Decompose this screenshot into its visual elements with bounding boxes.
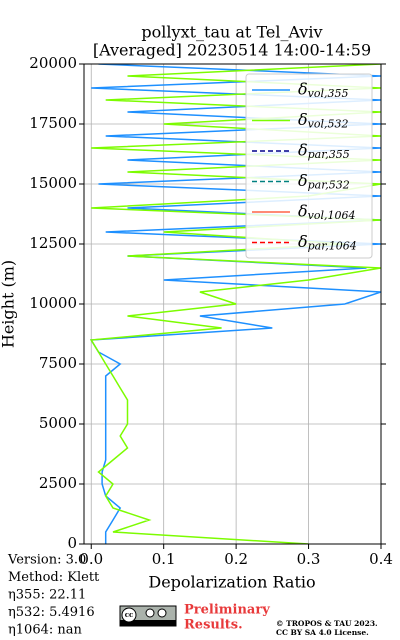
- info-line: Method: Klett: [8, 570, 100, 585]
- x-tick-label: 0.1: [152, 550, 176, 568]
- info-line: η1064: nan: [8, 623, 83, 638]
- badge-text: cc: [125, 610, 134, 619]
- x-axis-label: Depolarization Ratio: [148, 573, 315, 592]
- y-tick-label: 5000: [39, 414, 77, 432]
- info-line: η532: 5.4916: [8, 605, 95, 620]
- copyright-line: © TROPOS & TAU 2023.: [276, 619, 378, 628]
- y-tick-label: 2500: [39, 474, 77, 492]
- y-tick-label: 17500: [29, 114, 77, 132]
- y-tick-label: 12500: [29, 234, 77, 252]
- legend: δvol,355δvol,532δpar,355δpar,532δvol,106…: [245, 73, 373, 259]
- legend-box: [245, 73, 373, 259]
- profile-line: [89, 64, 381, 544]
- y-tick-label: 0: [67, 534, 77, 552]
- license-badge: cc: [119, 605, 177, 627]
- info-line: η355: 22.11: [8, 588, 86, 603]
- x-tick-label: 0.0: [79, 550, 103, 568]
- x-tick-label: 0.4: [369, 550, 393, 568]
- plot-frame: [83, 63, 382, 545]
- copyright-line: CC BY SA 4.0 License.: [276, 628, 369, 637]
- y-axis-label: Height (m): [0, 260, 18, 348]
- y-tick-label: 20000: [29, 54, 77, 72]
- x-tick-label: 0.3: [297, 550, 321, 568]
- info-line: Version: 3.0: [7, 553, 86, 568]
- chart-subtitle: [Averaged] 20230514 14:00-14:59: [93, 41, 371, 60]
- x-tick-label: 0.2: [224, 550, 248, 568]
- y-tick-label: 15000: [29, 174, 77, 192]
- notice-line: Results.: [184, 618, 243, 633]
- notice-line: Preliminary: [184, 603, 270, 618]
- y-tick-label: 7500: [39, 354, 77, 372]
- chart-title: pollyxt_tau at Tel_Aviv: [141, 23, 322, 42]
- y-tick-label: 10000: [29, 294, 77, 312]
